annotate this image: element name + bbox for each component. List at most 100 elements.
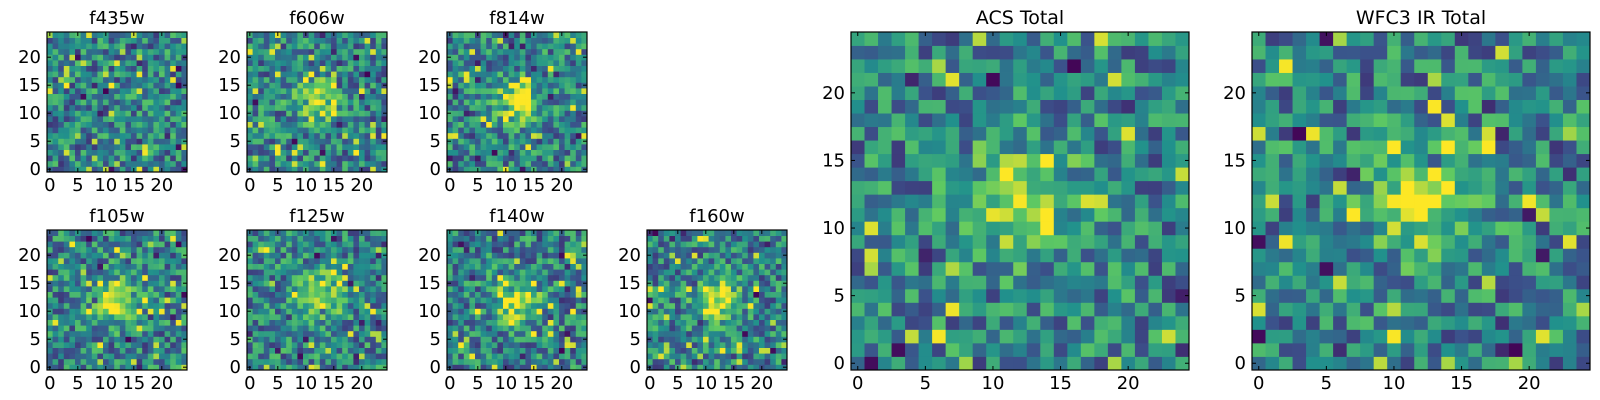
heatmap-cell: [86, 104, 93, 111]
heatmap-cell: [525, 82, 532, 89]
heatmap-cell: [325, 138, 332, 145]
heatmap-cell: [905, 167, 919, 182]
heatmap-cell: [675, 280, 681, 287]
heatmap-cell: [375, 241, 382, 248]
heatmap-cell: [63, 60, 70, 66]
heatmap-cell: [75, 71, 81, 78]
heatmap-cell: [1094, 342, 1109, 357]
heatmap-cell: [686, 353, 693, 360]
heatmap-cell: [652, 308, 659, 315]
heatmap-cell: [258, 48, 265, 55]
heatmap-cell: [303, 160, 309, 167]
heatmap-cell: [514, 308, 521, 315]
heatmap-cell: [480, 280, 487, 287]
heatmap-cell: [108, 353, 115, 360]
heatmap-cell: [159, 110, 165, 117]
heatmap-cell: [1013, 261, 1028, 276]
heatmap-cell: [514, 347, 521, 354]
heatmap-cell: [119, 54, 126, 61]
heatmap-cell: [663, 302, 670, 309]
heatmap-cell: [252, 302, 259, 309]
heatmap-cell: [52, 104, 59, 111]
heatmap-cell: [686, 291, 693, 298]
heatmap-cell: [1026, 207, 1041, 222]
heatmap-cell: [736, 347, 743, 354]
heatmap-cell: [336, 263, 343, 270]
heatmap-cell: [297, 127, 304, 134]
heatmap-cell: [364, 82, 371, 89]
heatmap-cell: [1026, 342, 1041, 357]
heatmap-cell: [1175, 261, 1190, 276]
heatmap-cell: [714, 274, 721, 281]
heatmap-cell: [136, 37, 143, 44]
heatmap-cell: [770, 252, 777, 259]
heatmap-cell: [658, 342, 665, 348]
heatmap-cell: [469, 144, 476, 150]
heatmap-cell: [675, 297, 681, 304]
heatmap-cell: [170, 144, 177, 150]
heatmap-cell: [581, 88, 588, 94]
heatmap-cell: [280, 149, 287, 156]
heatmap-cell: [514, 160, 521, 167]
heatmap-cell: [286, 54, 293, 61]
heatmap-cell: [959, 329, 974, 344]
heatmap-cell: [375, 32, 382, 38]
heatmap-cell: [514, 37, 521, 44]
heatmap-cell: [469, 241, 476, 248]
heatmap-cell: [375, 104, 382, 111]
heatmap-cell: [297, 319, 304, 326]
heatmap-cell: [97, 297, 104, 304]
heatmap-cell: [80, 37, 87, 44]
heatmap-cell: [514, 336, 521, 343]
heatmap-cell: [547, 149, 554, 156]
heatmap-cell: [80, 263, 87, 270]
heatmap-cell: [742, 291, 749, 298]
heatmap-cell: [463, 235, 470, 242]
heatmap-cell: [570, 155, 577, 162]
heatmap-cell: [364, 235, 371, 242]
heatmap-cell: [131, 235, 137, 242]
heatmap-cell: [347, 342, 354, 348]
heatmap-cell: [497, 48, 504, 55]
heatmap-cell: [1161, 180, 1176, 195]
heatmap-cell: [86, 330, 93, 337]
heatmap-cell: [508, 60, 515, 66]
heatmap-cell: [1148, 342, 1163, 357]
heatmap-cell: [364, 302, 371, 309]
heatmap-cell: [770, 246, 777, 253]
heatmap-cell: [252, 82, 259, 89]
heatmap-cell: [480, 155, 487, 162]
heatmap-cell: [269, 297, 276, 304]
heatmap-cell: [175, 269, 182, 276]
heatmap-cell: [581, 246, 588, 253]
heatmap-cell: [514, 127, 521, 134]
heatmap-cell: [114, 330, 121, 337]
heatmap-cell: [91, 246, 98, 253]
heatmap-cell: [775, 235, 782, 242]
heatmap-cell: [514, 319, 521, 326]
heatmap-cell: [381, 127, 388, 134]
heatmap-cell: [491, 144, 498, 150]
heatmap-cell: [331, 149, 337, 156]
heatmap-cell: [370, 291, 377, 298]
heatmap-cell: [86, 358, 93, 365]
heatmap-cell: [447, 160, 453, 167]
heatmap-cell: [1026, 167, 1041, 182]
x-tick-label: 5: [472, 373, 483, 394]
heatmap-cell: [581, 121, 588, 128]
heatmap-cell: [52, 258, 59, 264]
heatmap-cell: [508, 65, 515, 72]
heatmap-cell: [725, 319, 732, 326]
heatmap-cell: [103, 291, 109, 298]
heatmap-cell: [325, 121, 332, 128]
heatmap-cell: [536, 155, 543, 162]
heatmap-cell: [514, 230, 521, 236]
heatmap-cell: [547, 263, 554, 270]
heatmap-cell: [775, 353, 782, 360]
heatmap-cell: [314, 330, 321, 337]
heatmap-cell: [331, 121, 337, 128]
heatmap-cell: [275, 99, 281, 106]
heatmap-cell: [75, 342, 81, 348]
heatmap-cell: [258, 314, 265, 320]
x-tick-label: 10: [94, 175, 117, 196]
